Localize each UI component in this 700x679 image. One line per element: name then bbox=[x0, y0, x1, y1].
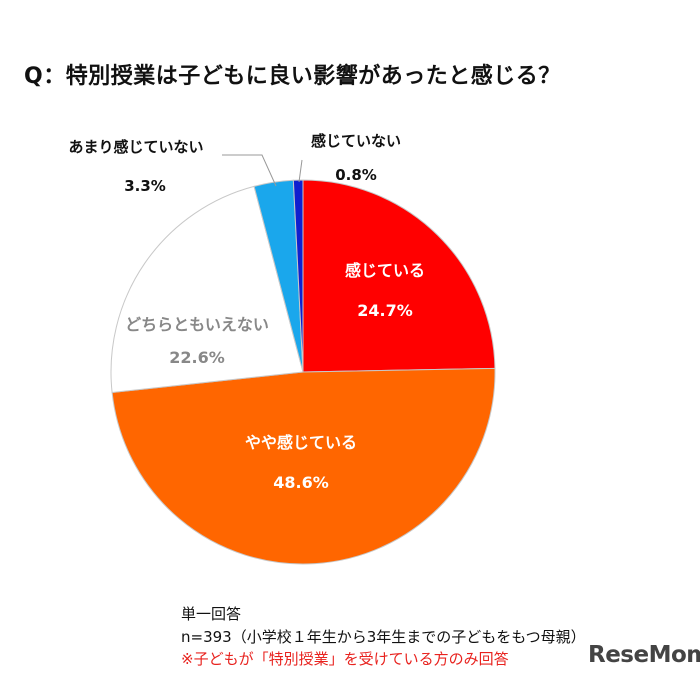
slice-value-2: 48.6% bbox=[273, 473, 329, 492]
pie-slice-3 bbox=[110, 185, 304, 394]
slice-value-3: 22.6% bbox=[169, 348, 225, 367]
resemom-logo: ReseMom bbox=[588, 642, 700, 668]
slice-value-1: 24.7% bbox=[357, 301, 413, 320]
slice-value-5: 0.8% bbox=[335, 166, 377, 184]
leader-line-5 bbox=[298, 159, 303, 183]
sample-size-note: n=393（小学校１年生から3年生までの子どもをもつ母親） bbox=[181, 628, 586, 646]
pie-slice-2 bbox=[111, 367, 496, 565]
pie-slice-5 bbox=[292, 179, 304, 373]
slice-label-3: どちらともいえない bbox=[125, 315, 269, 334]
slice-label-4: あまり感じていない bbox=[68, 138, 203, 156]
chart-title: Q：特別授業は子どもに良い影響があったと感じる？ bbox=[24, 64, 561, 89]
respondent-condition-note: ※子どもが「特別授業」を受けている方のみ回答 bbox=[181, 650, 509, 668]
slice-label-1: 感じている bbox=[345, 261, 425, 280]
pie-chart: 感じている 24.7% やや感じている 48.6% どちらともいえない 22.6% あまり感… bbox=[68, 132, 496, 565]
pie-slice-1 bbox=[302, 179, 496, 373]
slice-value-4: 3.3% bbox=[124, 177, 166, 195]
slice-label-2: やや感じている bbox=[245, 433, 357, 452]
response-type-note: 単一回答 bbox=[181, 605, 242, 623]
leader-line-4 bbox=[222, 154, 277, 187]
slice-label-5: 感じていない bbox=[311, 132, 401, 150]
